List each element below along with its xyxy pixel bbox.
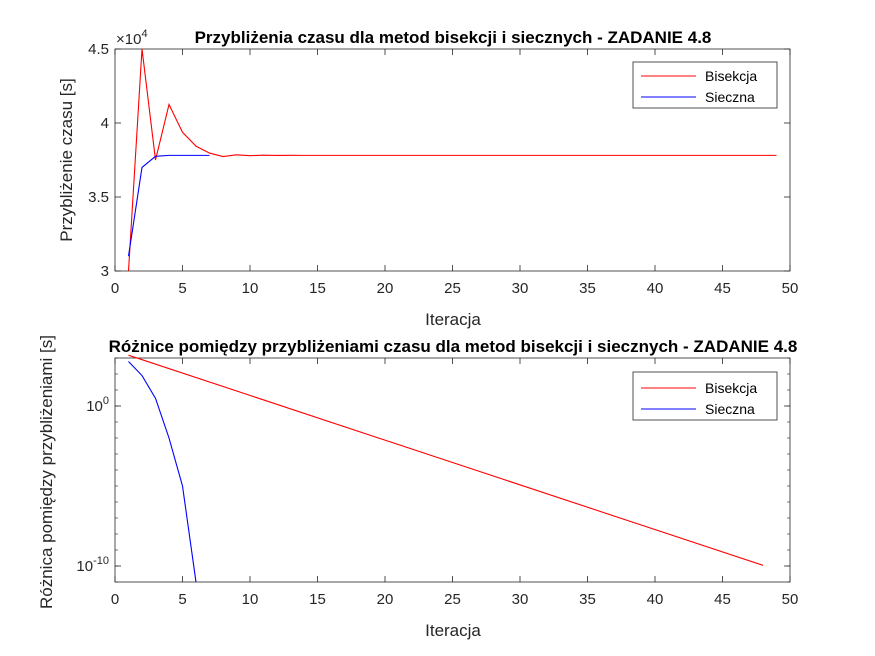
chart-time-approximations: Przybliżenia czasu dla metod bisekcji i … <box>57 28 798 329</box>
series-line-bisekcja <box>127 48 777 272</box>
y-tick-label: 4.5 <box>88 41 109 58</box>
chart-title: Przybliżenia czasu dla metod bisekcji i … <box>195 28 712 47</box>
x-tick-label: 5 <box>178 280 186 297</box>
x-tick-label: 10 <box>242 280 259 297</box>
x-tick-label: 20 <box>377 591 394 608</box>
legend: Bisekcja Sieczna <box>632 61 778 109</box>
x-tick-label: 50 <box>782 280 799 297</box>
x-axis-label: Iteracja <box>425 621 481 640</box>
x-tick-label: 40 <box>647 280 664 297</box>
x-tick-label: 30 <box>512 591 529 608</box>
legend-label-sieczna: Sieczna <box>705 401 755 417</box>
x-tick-label: 40 <box>647 591 664 608</box>
x-axis-label: Iteracja <box>425 310 481 329</box>
y-tick-label: 100 <box>86 395 109 415</box>
y-axis-label: Przybliżenie czasu [s] <box>57 78 76 241</box>
x-tick-label: 15 <box>309 591 326 608</box>
x-tick-label: 25 <box>444 280 461 297</box>
legend-box <box>632 61 778 109</box>
x-tick-label: 15 <box>309 280 326 297</box>
legend-box <box>632 371 778 421</box>
x-tick-label: 50 <box>782 591 799 608</box>
x-tick-label: 5 <box>178 591 186 608</box>
legend-label-sieczna: Sieczna <box>705 89 755 105</box>
chart-title: Różnice pomiędzy przybliżeniami czasu dl… <box>109 337 798 356</box>
y-tick-label: 10-10 <box>76 555 109 575</box>
x-tick-label: 35 <box>579 591 596 608</box>
series-line-bisekcja <box>128 354 764 566</box>
legend-label-bisekcja: Bisekcja <box>705 380 757 396</box>
exponent-label: ×104 <box>116 28 148 48</box>
chart-approximation-differences: Różnice pomiędzy przybliżeniami czasu dl… <box>37 335 798 640</box>
y-axis-label: Różnica pomiędzy przybliżeniami [s] <box>37 335 56 609</box>
y-tick-label: 4 <box>101 115 109 132</box>
x-tick-label: 10 <box>242 591 259 608</box>
x-tick-label: 45 <box>714 591 731 608</box>
legend-label-bisekcja: Bisekcja <box>705 68 757 84</box>
x-tick-label: 35 <box>579 280 596 297</box>
y-tick-label: 3 <box>101 263 109 280</box>
x-tick-label: 0 <box>111 280 119 297</box>
x-tick-label: 45 <box>714 280 731 297</box>
series-line-sieczna <box>127 154 210 257</box>
y-tick-label: 3.5 <box>88 189 109 206</box>
x-tick-label: 25 <box>444 591 461 608</box>
series-line-sieczna <box>128 361 197 583</box>
legend: Bisekcja Sieczna <box>632 371 778 421</box>
x-tick-label: 20 <box>377 280 394 297</box>
x-tick-label: 0 <box>111 591 119 608</box>
x-tick-label: 30 <box>512 280 529 297</box>
